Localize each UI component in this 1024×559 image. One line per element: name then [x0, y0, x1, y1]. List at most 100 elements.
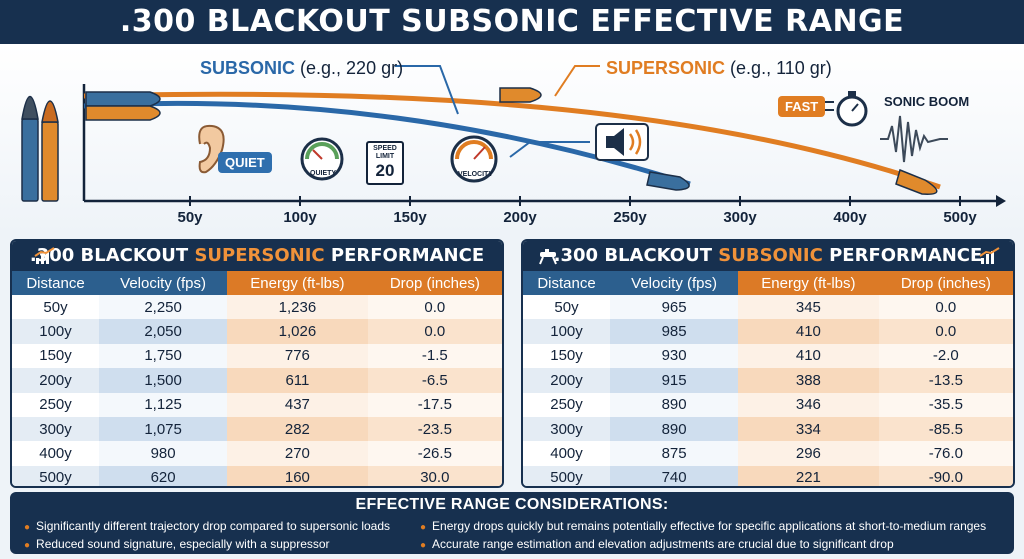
subsonic-label: SUBSONIC (e.g., 220 gr)	[200, 58, 404, 78]
column-header: Distance	[12, 271, 100, 295]
table-row: 500y 620 160 30.0	[12, 465, 502, 486]
considerations-title: EFFECTIVE RANGE CONSIDERATIONS:	[355, 496, 669, 513]
table-cell: 100y	[12, 319, 100, 344]
table-cell: 985	[610, 319, 739, 344]
column-header: Drop (inches)	[878, 271, 1013, 295]
trajectory-diagram: SUBSONIC (e.g., 220 gr) SUPERSONIC (e.g.…	[0, 44, 1024, 234]
table-row: 200y 1,500 611 -6.5	[12, 368, 502, 393]
table-cell: 270	[227, 441, 368, 466]
table-cell: 0.0	[878, 295, 1013, 320]
x-tick-marks	[189, 196, 961, 206]
table-cell: -90.0	[878, 465, 1013, 486]
subsonic-performance-panel: .300 BLACKOUT SUBSONIC PERFORMANCE Dista…	[521, 239, 1015, 488]
table-cell: 2,250	[99, 295, 228, 320]
table-cell: 930	[610, 343, 739, 369]
ear-icon	[198, 124, 225, 174]
supersonic-end-bullet-icon	[895, 168, 938, 195]
table-cell: 611	[227, 368, 368, 393]
table-cell: -26.5	[367, 441, 502, 466]
bar-chart-icon	[34, 247, 55, 264]
column-header: Energy (ft-lbs)	[738, 271, 879, 295]
consideration-item: Significantly different trajectory drop …	[24, 518, 390, 536]
cartridges-icon	[21, 96, 59, 202]
table-cell: 0.0	[878, 319, 1013, 344]
table-cell: -1.5	[367, 343, 502, 369]
consideration-item: Accurate range estimation and elevation …	[420, 536, 986, 554]
supersonic-table-title: .300 BLACKOUT SUPERSONIC PERFORMANCE	[12, 241, 502, 271]
column-header: Energy (ft-lbs)	[227, 271, 368, 295]
table-row: 150y 930 410 -2.0	[523, 343, 1013, 369]
table-row: 400y 875 296 -76.0	[523, 441, 1013, 466]
considerations-panel: EFFECTIVE RANGE CONSIDERATIONS: Signific…	[10, 492, 1014, 554]
table-cell: 150y	[12, 343, 100, 369]
table-cell: -35.5	[878, 392, 1013, 417]
table-cell: 2,050	[99, 319, 228, 344]
table-row: 100y 985 410 0.0	[523, 319, 1013, 344]
table-cell: 388	[738, 368, 879, 393]
table-cell: 200y	[12, 368, 100, 393]
table-cell: 1,500	[99, 368, 228, 393]
table-cell: 890	[610, 416, 739, 442]
supersonic-label: SUPERSONIC (e.g., 110 gr)	[606, 58, 832, 78]
x-tick-label: 500y	[943, 209, 977, 226]
consideration-item: Energy drops quickly but remains potenti…	[420, 518, 986, 536]
table-cell: 334	[738, 416, 879, 442]
table-cell: 400y	[523, 441, 611, 466]
table-row: 400y 980 270 -26.5	[12, 441, 502, 466]
table-cell: 1,125	[99, 392, 228, 417]
table-cell: 346	[738, 392, 879, 417]
table-cell: 345	[738, 295, 879, 320]
table-row: 250y 1,125 437 -17.5	[12, 392, 502, 417]
supersonic-bullet-icon	[499, 87, 542, 103]
table-cell: 410	[738, 343, 879, 369]
table-cell: -17.5	[367, 392, 502, 417]
table-row: 300y 1,075 282 -23.5	[12, 416, 502, 442]
table-cell: 1,236	[227, 295, 368, 320]
table-row: 100y 2,050 1,026 0.0	[12, 319, 502, 344]
table-cell: 300y	[12, 416, 100, 442]
column-header: Drop (inches)	[367, 271, 502, 295]
table-cell: -6.5	[367, 368, 502, 393]
table-cell: 620	[99, 465, 228, 486]
x-tick-label: 300y	[723, 209, 757, 226]
table-row: 500y 740 221 -90.0	[523, 465, 1013, 486]
table-cell: 100y	[523, 319, 611, 344]
considerations-left: Significantly different trajectory drop …	[24, 518, 390, 554]
x-tick-label: 50y	[177, 209, 203, 226]
table-cell: 221	[738, 465, 879, 486]
table-cell: -13.5	[878, 368, 1013, 393]
bar-chart-icon	[979, 247, 1000, 264]
table-cell: 1,750	[99, 343, 228, 369]
table-cell: 50y	[12, 295, 100, 320]
sonic-boom-label: SONIC BOOM	[884, 94, 970, 109]
consideration-item: Reduced sound signature, especially with…	[24, 536, 390, 554]
table-cell: 250y	[12, 392, 100, 417]
table-cell: 437	[227, 392, 368, 417]
subsonic-bullet-icon	[646, 171, 690, 191]
table-cell: -2.0	[878, 343, 1013, 369]
table-cell: 776	[227, 343, 368, 369]
table-cell: 50y	[523, 295, 611, 320]
column-header: Distance	[523, 271, 611, 295]
x-tick-label: 400y	[833, 209, 867, 226]
supersonic-performance-panel: .300 BLACKOUT SUPERSONIC PERFORMANCE Dis…	[10, 239, 504, 488]
table-cell: 965	[610, 295, 739, 320]
table-row: 200y 915 388 -13.5	[523, 368, 1013, 393]
table-cell: 282	[227, 416, 368, 442]
supersonic-table: Distance Velocity (fps) Energy (ft-lbs) …	[12, 271, 502, 486]
table-row: 150y 1,750 776 -1.5	[12, 343, 502, 369]
table-cell: 30.0	[367, 465, 502, 486]
table-cell: 400y	[12, 441, 100, 466]
table-cell: 300y	[523, 416, 611, 442]
table-cell: 740	[610, 465, 739, 486]
table-cell: 150y	[523, 343, 611, 369]
table-cell: 890	[610, 392, 739, 417]
table-cell: 500y	[523, 465, 611, 486]
table-cell: 1,075	[99, 416, 228, 442]
table-cell: 875	[610, 441, 739, 466]
table-row: 50y 965 345 0.0	[523, 295, 1013, 320]
page-title: .300 BLACKOUT SUBSONIC EFFECTIVE RANGE	[0, 0, 1024, 44]
considerations-right: Energy drops quickly but remains potenti…	[420, 518, 986, 554]
table-row: 250y 890 346 -35.5	[523, 392, 1013, 417]
table-cell: 296	[738, 441, 879, 466]
